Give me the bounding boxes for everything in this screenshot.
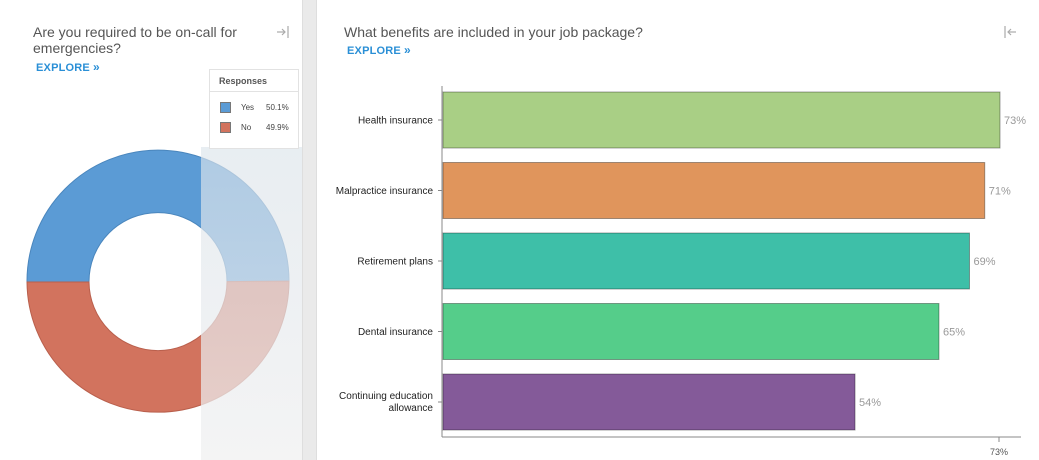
donut-legend: Responses Yes 50.1% No 49.9% [209, 69, 299, 149]
on-call-explore-link[interactable]: EXPLORE» [36, 60, 100, 74]
double-chevron-right-icon: » [92, 60, 100, 74]
legend-item-yes[interactable]: Yes 50.1% [220, 102, 300, 116]
bar-malpractice-insurance[interactable] [442, 162, 986, 219]
legend-title: Responses [219, 76, 268, 86]
legend-value-no: 49.9% [266, 123, 289, 132]
bar-value-label: 71% [989, 186, 1011, 198]
collapse-right-icon[interactable] [276, 25, 290, 39]
explore-label: EXPLORE [36, 62, 90, 74]
legend-divider [210, 91, 298, 92]
legend-swatch-no [220, 122, 231, 133]
benefits-question-title: What benefits are included in your job p… [344, 24, 643, 40]
bar-value-label: 69% [973, 256, 995, 268]
category-label: Continuing education allowance [339, 391, 433, 414]
bar-continuing-education-allowance[interactable] [442, 373, 856, 431]
category-label: Health insurance [358, 116, 433, 127]
collapse-left-icon[interactable] [1003, 25, 1017, 39]
double-chevron-right-icon: » [403, 43, 411, 57]
category-label: Dental insurance [358, 327, 433, 338]
bar-value-label: 73% [1004, 115, 1026, 127]
legend-value-yes: 50.1% [266, 103, 289, 112]
x-tick-label: 73% [990, 447, 1008, 457]
bar-retirement-plans[interactable] [442, 232, 970, 290]
legend-label-yes: Yes [241, 103, 255, 112]
on-call-title-line2: emergencies? [33, 40, 121, 56]
legend-item-no[interactable]: No 49.9% [220, 122, 300, 136]
benefits-explore-link[interactable]: EXPLORE» [347, 43, 411, 57]
category-label: Retirement plans [357, 257, 433, 268]
category-label: Malpractice insurance [336, 186, 434, 197]
bar-health-insurance[interactable] [442, 91, 1001, 149]
legend-swatch-yes [220, 102, 231, 113]
bar-dental-insurance[interactable] [442, 303, 940, 360]
explore-label: EXPLORE [347, 45, 401, 57]
on-call-title-line1: Are you required to be on-call for [33, 24, 237, 40]
bar-value-label: 54% [859, 397, 881, 409]
on-call-question-title: Are you required to be on-call for emerg… [33, 24, 237, 56]
legend-label-no: No [241, 123, 252, 132]
bar-value-label: 65% [943, 327, 965, 339]
